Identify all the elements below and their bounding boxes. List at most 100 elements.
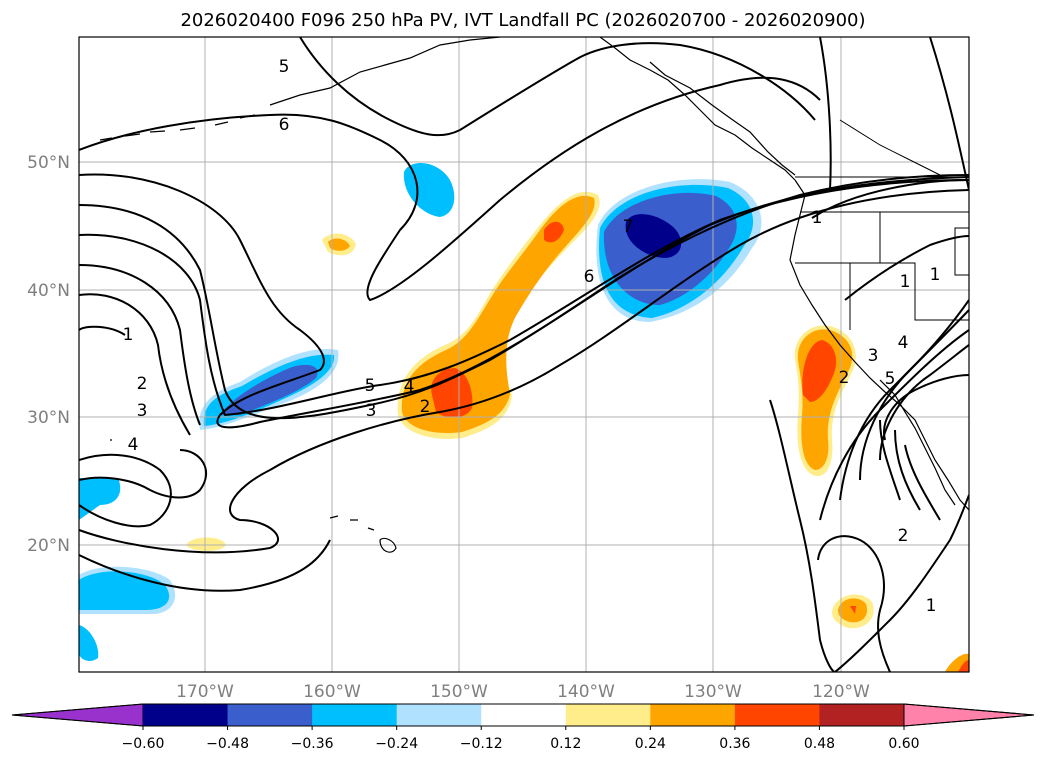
contour-label: 4 — [128, 435, 139, 455]
colorbar-segment — [227, 704, 313, 726]
neg-anomaly-strong — [220, 364, 318, 415]
colorbar-tick-label: −0.24 — [375, 736, 418, 752]
neg-anomaly-mid — [79, 478, 121, 520]
contour-label: 3 — [868, 346, 879, 366]
contour-label: 4 — [898, 333, 909, 353]
contour-label: 2 — [898, 526, 909, 546]
colorbar-segment — [312, 704, 398, 726]
colorbar-tick-label: 0.12 — [550, 736, 581, 752]
colorbar-tick-label: 0.60 — [888, 736, 919, 752]
latitude-labels: 50°N 40°N 30°N 20°N — [27, 153, 70, 556]
pos-anomaly-mid — [838, 598, 868, 623]
colorbar-tick-label: −0.12 — [460, 736, 503, 752]
contour-labels: 5 6 1 2 3 4 5 4 3 2 6 7 1 1 1 2 3 4 5 2 … — [123, 57, 941, 616]
contour-label: 3 — [366, 401, 377, 421]
contour-label: 1 — [812, 208, 823, 228]
contour-label: 1 — [900, 272, 911, 292]
hawaii — [329, 515, 397, 553]
colorbar-tick-label: 0.48 — [804, 736, 835, 752]
contour-line — [839, 309, 969, 501]
neg-anomaly-mid — [79, 625, 99, 662]
pos-anomaly-light — [186, 537, 226, 551]
contour-line — [79, 264, 201, 426]
lat-label: 20°N — [27, 536, 70, 556]
contour-line — [299, 37, 461, 137]
aleutian-islands — [99, 114, 256, 141]
colorbar-segment — [650, 704, 736, 726]
contour-label: 3 — [137, 401, 148, 421]
colorbar-tick-label: −0.36 — [291, 736, 334, 752]
gridlines — [79, 37, 969, 672]
contour-line — [834, 494, 969, 672]
contour-label: 1 — [930, 265, 941, 285]
contour-label: 6 — [584, 267, 595, 287]
lat-label: 50°N — [27, 153, 70, 173]
colorbar-tick-label: −0.48 — [206, 736, 249, 752]
map-frame — [78, 36, 970, 673]
map-area: 5 6 1 2 3 4 5 4 3 2 6 7 1 1 1 2 3 4 5 2 … — [79, 37, 969, 672]
contour-line — [79, 179, 969, 417]
pos-anomaly-strong — [431, 368, 473, 418]
lat-label: 30°N — [27, 408, 70, 428]
lon-label: 150°W — [430, 682, 488, 702]
contour-line — [769, 399, 836, 672]
pos-anomaly-strong — [850, 606, 856, 614]
map-title: 2026020400 F096 250 hPa PV, IVT Landfall… — [180, 10, 865, 31]
contour-line — [883, 374, 969, 441]
contour-line — [79, 325, 126, 336]
contour-label: 2 — [137, 374, 148, 394]
colorbar-extend-low — [11, 703, 144, 727]
lon-label: 140°W — [557, 682, 615, 702]
colorbar-tick-label: 0.36 — [719, 736, 750, 752]
coastlines — [99, 37, 969, 553]
lon-label: 120°W — [812, 682, 870, 702]
contour-label: 1 — [123, 325, 134, 345]
contour-label: 1 — [926, 596, 937, 616]
contour-label: 2 — [839, 368, 850, 388]
lon-label: 160°W — [303, 682, 361, 702]
us-west-coast — [789, 179, 969, 511]
baja-california — [879, 379, 956, 506]
shaded-field — [79, 162, 969, 672]
contour-line — [817, 535, 891, 672]
contour-line — [811, 179, 969, 219]
contour-line — [79, 173, 969, 429]
contour-label: 5 — [885, 369, 896, 389]
pos-anomaly-mid — [328, 238, 350, 251]
british-columbia-coast — [649, 61, 796, 176]
pos-anomaly-strong — [958, 660, 969, 672]
lat-label: 40°N — [27, 281, 70, 301]
alaska-coast — [269, 37, 501, 106]
contour-line — [459, 42, 816, 131]
contour-line — [79, 293, 191, 436]
colorbar-segment — [143, 704, 229, 726]
contour-label: 5 — [365, 376, 376, 396]
contour-line — [79, 539, 331, 592]
lon-label: 170°W — [176, 682, 234, 702]
colorbar-segment — [819, 704, 905, 726]
contour-line — [859, 299, 969, 481]
colorbar-segment — [565, 704, 651, 726]
contour-label: 6 — [279, 115, 290, 135]
longitude-labels: 170°W 160°W 150°W 140°W 130°W 120°W — [176, 682, 870, 702]
colorbar-tick-label: 0.24 — [635, 736, 666, 752]
colorbar: −0.60 −0.48 −0.36 −0.24 −0.12 0.12 0.24 0.36 0.4… — [11, 703, 1035, 752]
colorbar-segment — [481, 704, 567, 726]
contour-label: 7 — [623, 217, 634, 237]
pv-contours — [79, 37, 969, 672]
lon-label: 130°W — [684, 682, 742, 702]
pos-anomaly-strong — [544, 221, 564, 243]
colorbar-segment — [396, 704, 482, 726]
contour-label: 2 — [420, 397, 431, 417]
contour-line — [879, 419, 941, 521]
contour-label: 5 — [279, 57, 290, 77]
contour-line — [79, 189, 969, 554]
contour-line — [844, 235, 969, 301]
gulf-of-alaska-coast — [599, 37, 796, 181]
contour-line — [79, 76, 821, 302]
pos-anomaly-strong — [802, 340, 837, 402]
colorbar-extend-high — [903, 703, 1035, 727]
colorbar-tick-label: −0.60 — [122, 736, 165, 752]
contour-label: 4 — [404, 377, 415, 397]
